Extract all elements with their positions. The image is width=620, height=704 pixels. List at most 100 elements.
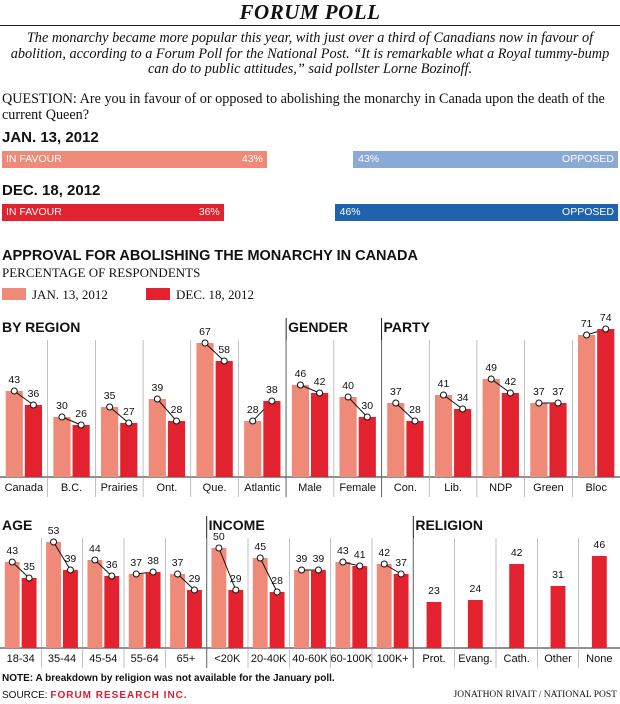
marker-dec-20k: [232, 586, 240, 594]
bar-dec-35-44: [63, 570, 78, 648]
opposed-bar-dec: 46% OPPOSED: [334, 204, 618, 221]
marker-jan-prairies: [106, 403, 114, 411]
marker-dec-60-100k: [356, 562, 364, 570]
value-label-jan-45-54: 44: [89, 543, 101, 555]
group-title-by-region: BY REGION: [2, 319, 80, 335]
category-label-atlantic: Atlantic: [244, 482, 281, 494]
marker-jan-45-54: [91, 556, 99, 564]
marker-dec-canada: [29, 401, 37, 409]
marker-jan-green: [535, 399, 543, 407]
value-label-dec-65: 29: [189, 573, 201, 585]
marker-jan-20k: [215, 544, 223, 552]
bar-jan-female: [339, 397, 357, 477]
credit-line: JONATHON RIVAIT / NATIONAL POST: [453, 690, 617, 700]
category-label-none: None: [586, 653, 612, 665]
question-text: QUESTION: Are you in favour of or oppose…: [2, 91, 605, 123]
value-label-jan-bloc: 71: [581, 318, 593, 330]
marker-jan-bloc: [583, 331, 591, 339]
marker-dec-ndp: [506, 389, 514, 397]
category-label-ndp: NDP: [489, 482, 512, 494]
value-label-dec-100k: 37: [395, 557, 407, 569]
marker-dec-que: [220, 357, 228, 365]
marker-jan-100k: [380, 560, 388, 568]
value-label-jan-con: 37: [390, 386, 402, 398]
bar-dec-45-54: [104, 576, 120, 648]
marker-jan-65: [174, 570, 182, 578]
value-label-dec-lib: 34: [457, 392, 469, 404]
value-label-jan-ndp: 49: [485, 362, 497, 374]
value-label-jan-100k: 42: [378, 547, 390, 559]
bar-jan-atlantic: [244, 421, 262, 477]
marker-dec-female: [363, 413, 371, 421]
bar-dec-other: [550, 586, 566, 648]
bar-jan-bloc: [577, 335, 596, 477]
legend-swatch-jan: [2, 288, 26, 300]
bar-jan-55-64: [128, 574, 144, 648]
marker-dec-20-40k: [273, 588, 281, 596]
category-label-55-64: 55-64: [131, 653, 159, 665]
group-title-age: AGE: [2, 517, 32, 533]
opposed-value-dec: 46%: [339, 206, 361, 218]
opposed-value-jan: 43%: [358, 153, 380, 165]
source-name: FORUM RESEARCH INC.: [50, 690, 188, 701]
bar-jan-b-c: [53, 417, 71, 477]
value-label-jan-ont: 39: [151, 382, 163, 394]
change-line-ndp: [490, 378, 511, 394]
value-label-dec-18-34: 35: [23, 561, 35, 573]
bar-jan-ont: [148, 399, 166, 477]
bar-jan-20k: [211, 548, 227, 648]
favour-label-dec: IN FAVOUR: [6, 206, 62, 218]
marker-jan-18-34: [8, 558, 16, 566]
marker-dec-bloc: [602, 325, 610, 333]
change-line-45-54: [94, 559, 113, 577]
bar-jan-40-60k: [294, 570, 309, 648]
source-line: SOURCE: FORUM RESEARCH INC.: [2, 690, 188, 701]
category-label-que: Que.: [203, 482, 227, 494]
marker-jan-35-44: [50, 538, 58, 546]
category-label-cath: Cath.: [504, 653, 530, 665]
bar-dec-evang: [467, 600, 483, 648]
value-label-dec-40-60k: 39: [313, 553, 325, 565]
favour-value-jan: 43%: [241, 153, 263, 165]
value-label-dec-ndp: 42: [505, 376, 517, 388]
category-label-65: 65+: [177, 653, 196, 665]
value-label-jan-20k: 50: [213, 531, 225, 543]
bar-jan-65: [170, 574, 185, 648]
marker-dec-55-64: [149, 568, 157, 576]
page-title: FORUM POLL: [239, 0, 381, 24]
bar-dec-prot: [426, 602, 442, 648]
bar-dec-60-100k: [352, 566, 368, 648]
marker-jan-ndp: [487, 375, 495, 383]
marker-jan-ont: [153, 395, 161, 403]
group-title-religion: RELIGION: [415, 517, 483, 533]
value-label-jan-green: 37: [533, 386, 545, 398]
bar-dec-bloc: [597, 329, 615, 477]
favour-bar-jan: IN FAVOUR 43%: [2, 151, 267, 168]
change-line-con: [395, 402, 416, 422]
marker-dec-male: [316, 389, 324, 397]
bar-dec-female: [358, 417, 376, 477]
change-line-20-40k: [259, 557, 278, 593]
change-line-65: [177, 573, 195, 591]
change-line-prairies: [109, 406, 130, 424]
value-label-dec-male: 42: [314, 376, 326, 388]
change-line-20k: [218, 547, 237, 591]
value-label-dec-35-44: 39: [65, 553, 77, 565]
value-label-dec-b-c: 26: [75, 408, 87, 420]
marker-dec-ont: [173, 417, 181, 425]
legend-item-dec: DEC. 18, 2012: [146, 286, 254, 304]
value-label-dec-ont: 28: [171, 404, 183, 416]
bar-dec-cath: [509, 564, 525, 648]
marker-jan-que: [201, 339, 209, 347]
value-label-jan-b-c: 30: [56, 400, 68, 412]
value-label-dec-canada: 36: [28, 388, 40, 400]
marker-jan-con: [392, 399, 400, 407]
value-label-dec-45-54: 36: [106, 559, 118, 571]
value-label-jan-prairies: 35: [104, 390, 116, 402]
category-label-35-44: 35-44: [48, 653, 76, 665]
bar-jan-20-40k: [252, 558, 268, 648]
bar-jan-green: [530, 403, 548, 477]
bar-jan-con: [387, 403, 405, 477]
value-label-jan-18-34: 43: [6, 545, 18, 557]
bar-dec-none: [591, 556, 607, 648]
